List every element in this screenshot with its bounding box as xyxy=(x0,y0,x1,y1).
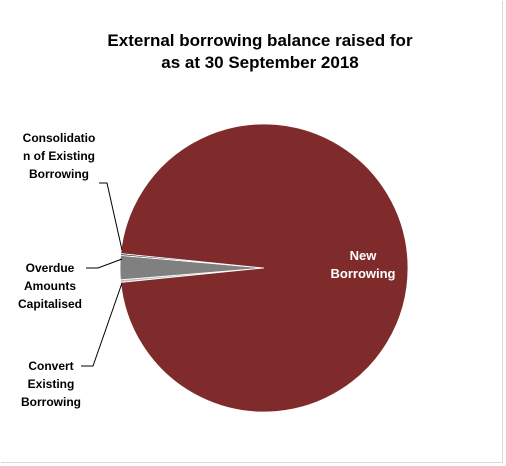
chart-title-line-2: as at 30 September 2018 xyxy=(161,53,359,72)
slice-label-convert-line-2: Existing xyxy=(27,377,75,391)
chart-title-line-1: External borrowing balance raised for xyxy=(107,31,413,50)
slice-label-overdue-line-2: Amounts xyxy=(24,279,76,293)
pie-slices xyxy=(119,123,409,413)
slice-label-convert-line-1: Convert xyxy=(28,359,74,373)
pie-slice-new-borrowing xyxy=(120,123,409,413)
chart-title: External borrowing balance raised for as… xyxy=(60,30,460,74)
leader-line-consolidation xyxy=(99,182,123,251)
slice-label-new-borrowing-line-2: Borrowing xyxy=(330,266,396,281)
slice-label-overdue-line-3: Capitalised xyxy=(17,297,83,311)
slice-label-consolidation: Consolidatio n of Existing Borrowing xyxy=(10,129,108,183)
leader-line-convert xyxy=(81,282,123,367)
slice-label-consolidation-line-2: n of Existing xyxy=(23,149,95,163)
slice-label-overdue: Overdue Amounts Capitalised xyxy=(8,259,92,313)
leader-line-overdue xyxy=(86,258,123,269)
slice-label-new-borrowing: New Borrowing xyxy=(318,247,408,283)
slice-label-consolidation-line-3: Borrowing xyxy=(29,167,89,181)
slice-label-convert-line-3: Borrowing xyxy=(21,395,81,409)
leader-lines xyxy=(81,182,123,367)
slice-label-convert: Convert Existing Borrowing xyxy=(14,357,88,411)
slice-label-new-borrowing-line-1: New xyxy=(349,248,377,263)
slice-label-overdue-line-1: Overdue xyxy=(25,261,75,275)
slice-label-consolidation-line-1: Consolidatio xyxy=(22,131,96,145)
